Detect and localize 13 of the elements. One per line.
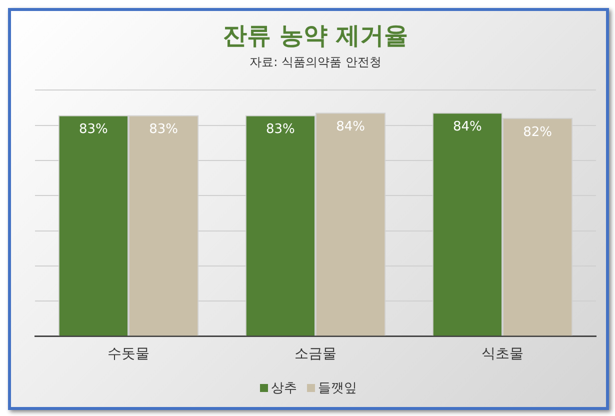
legend-label: 상추 xyxy=(271,380,297,397)
data-label: 82% xyxy=(523,124,552,140)
data-label: 83% xyxy=(266,122,295,138)
x-tick-label: 식초물 xyxy=(482,346,524,362)
data-label: 84% xyxy=(336,119,366,134)
data-label: 84% xyxy=(452,119,482,134)
data-label: 83% xyxy=(149,122,178,138)
chart-subtitle: 자료: 식품의약품 안전청 xyxy=(250,55,382,70)
x-tick-label: 수돗물 xyxy=(108,346,150,362)
legend-label: 들깻잎 xyxy=(318,380,357,397)
chart-title: 잔류 농약 제거율 xyxy=(223,22,408,50)
data-label: 83% xyxy=(78,122,108,138)
x-tick-label: 소금물 xyxy=(294,346,336,362)
